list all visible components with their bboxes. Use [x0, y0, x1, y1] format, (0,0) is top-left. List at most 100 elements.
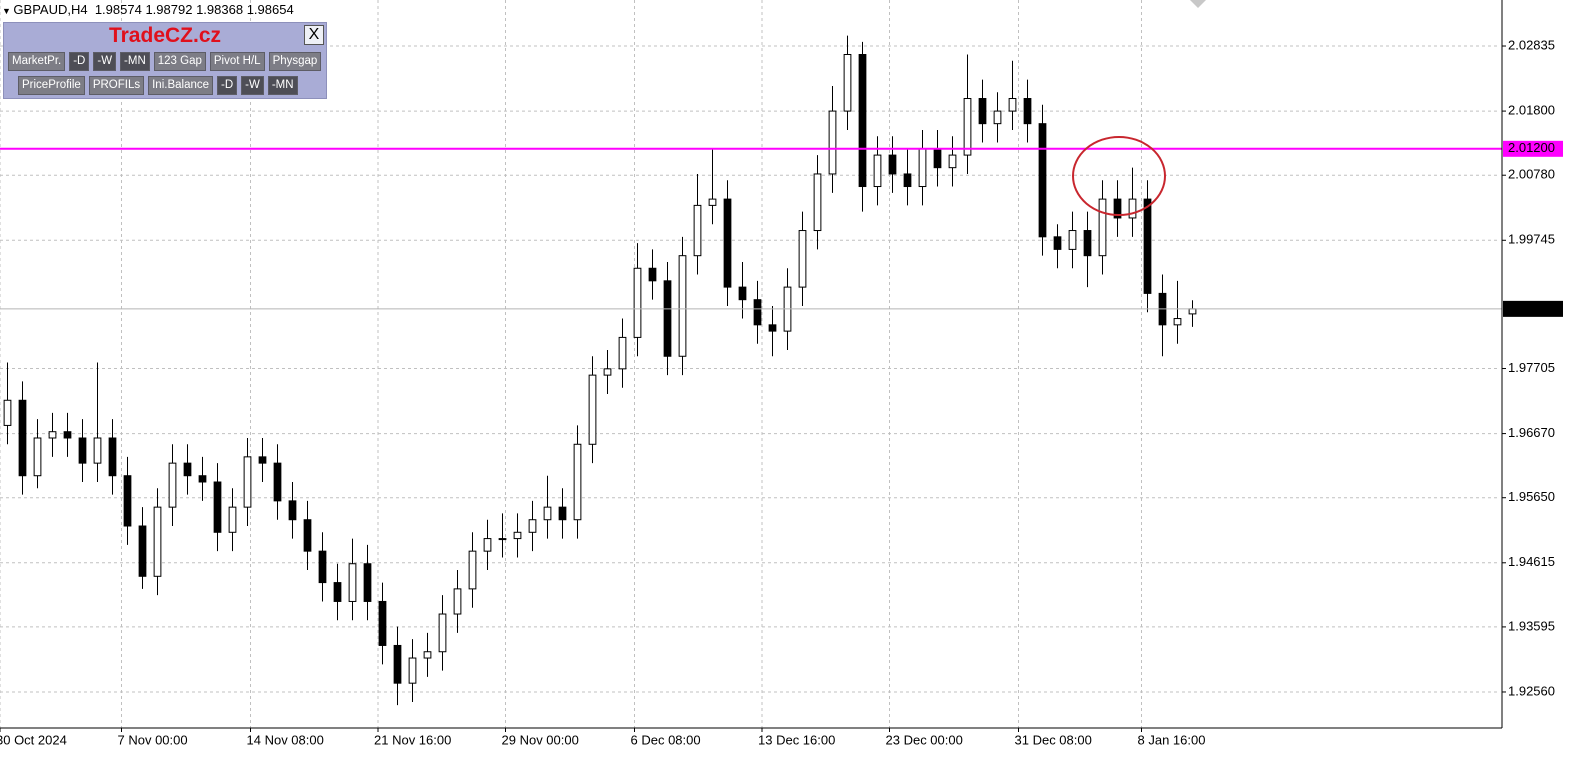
candle-body [663, 280, 672, 357]
candle-body [588, 374, 597, 445]
panel-button[interactable]: Physgap [268, 52, 322, 71]
candle-body [1068, 230, 1077, 250]
candle-body [843, 54, 852, 112]
candle-body [1143, 198, 1152, 294]
close-button[interactable]: X [304, 25, 324, 45]
candle-body [318, 550, 327, 584]
panel-button[interactable]: -MN [120, 52, 150, 71]
candle-body [618, 336, 627, 370]
chart-header: ▼ GBPAUD,H4 1.98574 1.98792 1.98368 1.98… [2, 2, 294, 17]
candle-body [123, 475, 132, 527]
candle-body [828, 110, 837, 175]
candle-body [993, 110, 1002, 125]
candle-body [348, 563, 357, 602]
panel-button[interactable]: MarketPr. [8, 52, 66, 71]
y-tick-label: 1.95650 [1508, 489, 1555, 504]
panel-button[interactable]: -W [93, 52, 117, 71]
panel-button[interactable]: -MN [267, 76, 298, 95]
button-row: PriceProfile PROFILs Ini.Balance -D -W -MN [18, 76, 298, 95]
x-tick-label: 30 Oct 2024 [0, 732, 67, 747]
candle-body [858, 54, 867, 188]
candle-body [108, 437, 117, 477]
panel-button[interactable]: Ini.Balance [148, 76, 214, 95]
x-tick-label: 6 Dec 08:00 [631, 732, 701, 747]
candle-body [513, 531, 522, 540]
candle-body [228, 506, 237, 533]
tool-panel: TradeCZ.cz X MarketPr. -D -W -MN 123 Gap Pivo… [3, 22, 327, 99]
candle-body [948, 154, 957, 169]
panel-button[interactable]: -D [217, 76, 238, 95]
candle-body [93, 437, 102, 464]
candle-body [873, 154, 882, 188]
candle-body [408, 657, 417, 684]
candle-body [978, 98, 987, 125]
candle-body [453, 588, 462, 615]
candle-body [168, 462, 177, 508]
level-label-box [1503, 140, 1563, 157]
candle-body [303, 519, 312, 552]
candle-body [768, 324, 777, 332]
x-tick-label: 14 Nov 08:00 [247, 732, 324, 747]
candle-body [63, 431, 72, 439]
panel-button[interactable]: 123 Gap [153, 52, 206, 71]
panel-button[interactable]: Pivot H/L [209, 52, 265, 71]
candle-body [33, 437, 42, 477]
panel-button[interactable]: PriceProfile [18, 76, 85, 95]
candle-body [1083, 230, 1092, 257]
y-tick-label: 1.93595 [1508, 618, 1555, 633]
candle-body [438, 613, 447, 653]
y-tick-label: 1.94615 [1508, 554, 1555, 569]
candle-body [678, 255, 687, 357]
panel-button[interactable]: -W [241, 76, 264, 95]
candle-body [918, 148, 927, 188]
candle-body [528, 519, 537, 533]
candle-body [363, 563, 372, 602]
candle-body [738, 286, 747, 301]
candle-body [708, 198, 717, 206]
candle-body [423, 651, 432, 659]
marker [1190, 0, 1206, 8]
candle-body [333, 582, 342, 602]
candle-body [498, 538, 507, 541]
x-tick-label: 21 Nov 16:00 [374, 732, 451, 747]
candle-body [1008, 98, 1017, 112]
y-tick-label: 2.01800 [1508, 103, 1555, 118]
candle-body [723, 198, 732, 288]
y-tick-label: 1.97705 [1508, 360, 1555, 375]
candle-body [813, 173, 822, 232]
candle-body [288, 500, 297, 521]
candle-body [138, 525, 147, 577]
price-label-box [1503, 300, 1563, 317]
candle-body [1023, 98, 1032, 125]
high-value: 1.98792 [145, 2, 193, 17]
x-tick-label: 23 Dec 00:00 [886, 732, 963, 747]
candle-body [258, 456, 267, 464]
candle-body [273, 462, 282, 502]
candle-body [1053, 236, 1062, 250]
candle-body [213, 481, 222, 533]
candle-body [543, 506, 552, 521]
panel-button[interactable]: PROFILs [88, 76, 145, 95]
candle-body [753, 299, 762, 326]
candle-body [1128, 198, 1137, 219]
candle-body [48, 431, 57, 439]
candle-body [198, 475, 207, 483]
candle-body [78, 437, 87, 464]
candle-body [903, 173, 912, 188]
low-value: 1.98368 [196, 2, 244, 17]
y-tick-label: 1.99745 [1508, 232, 1555, 247]
candle-body [963, 98, 972, 156]
candle-body [3, 399, 12, 426]
y-tick-label: 1.96670 [1508, 425, 1555, 440]
candle-body [468, 550, 477, 590]
candle-body [1188, 308, 1197, 315]
candle-body [483, 538, 492, 552]
candle-body [1113, 198, 1122, 219]
candle-body [378, 600, 387, 646]
panel-button[interactable]: -D [69, 52, 90, 71]
x-tick-label: 31 Dec 08:00 [1015, 732, 1092, 747]
price-label: 1.98654 [1508, 300, 1555, 315]
